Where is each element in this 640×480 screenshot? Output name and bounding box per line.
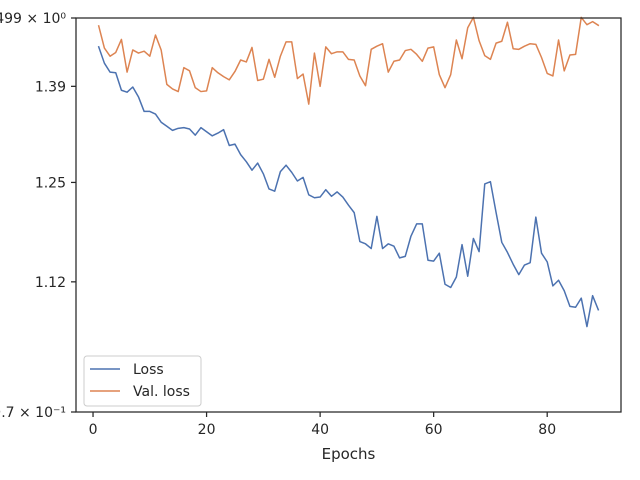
legend: Loss Val. loss — [83, 355, 202, 407]
series-line-val-loss — [97, 16, 600, 105]
plot-area — [76, 18, 621, 412]
series-layer — [97, 16, 600, 328]
y-tick-label: 1.499 × 10⁰ — [0, 11, 66, 27]
series-line-loss — [97, 45, 600, 328]
x-axis-ticks: 0 20 40 60 80 — [89, 412, 556, 438]
x-tick-label: 40 — [311, 422, 329, 438]
plot-frame — [75, 17, 622, 413]
legend-label-loss: Loss — [133, 362, 164, 378]
x-tick-label: 0 — [89, 422, 98, 438]
y-tick-label: 9.7 × 10⁻¹ — [0, 405, 66, 421]
x-tick-label: 80 — [538, 422, 556, 438]
legend-label-val-loss: Val. loss — [133, 384, 190, 400]
x-axis-label: Epochs — [322, 445, 376, 463]
y-tick-label: 1.39 — [35, 79, 66, 95]
y-axis-ticks: 9.7 × 10⁻¹ 1.12 1.25 1.39 1.499 × 10⁰ — [0, 11, 76, 421]
x-tick-label: 20 — [198, 422, 216, 438]
y-tick-label: 1.25 — [35, 175, 66, 191]
y-tick-label: 1.12 — [35, 275, 66, 291]
x-tick-label: 60 — [425, 422, 443, 438]
